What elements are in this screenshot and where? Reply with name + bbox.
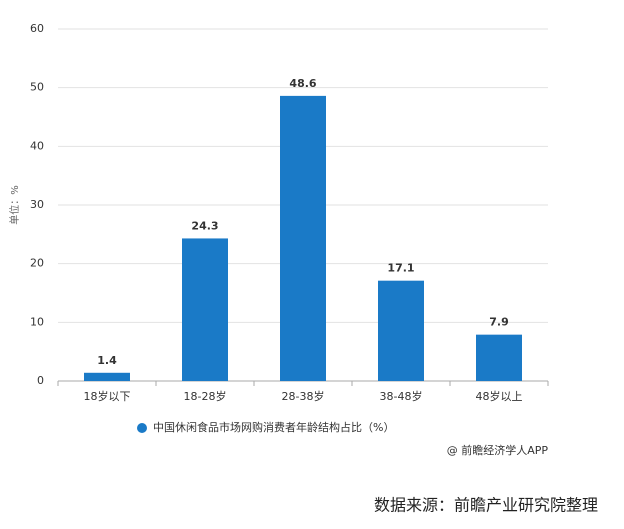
source: 数据来源：前瞻产业研究院整理 [374,496,598,515]
x-tick-label: 18岁以下 [84,389,131,403]
legend-marker [137,423,147,433]
y-axis-label: 单位：% [8,185,21,225]
y-tick-label: 60 [30,22,44,35]
x-tick-label: 38-48岁 [380,389,423,403]
legend-label: 中国休闲食品市场网购消费者年龄结构占比（%） [153,420,394,434]
value-label: 48.6 [289,77,316,90]
x-tick-label: 48岁以上 [476,389,523,403]
y-tick-label: 50 [30,81,44,94]
value-label: 17.1 [387,262,414,275]
value-label: 24.3 [191,219,218,232]
x-tick-label: 28-38岁 [282,389,325,403]
y-tick-label: 30 [30,198,44,211]
x-tick-label: 18-28岁 [184,389,227,403]
y-tick-label: 0 [37,374,44,387]
bar [84,372,130,381]
y-tick-label: 10 [30,315,44,328]
bar [182,238,228,381]
value-label: 1.4 [97,354,117,367]
bar [476,334,522,381]
credit: @ 前瞻经济学人APP [447,443,549,457]
value-label: 7.9 [489,316,509,329]
y-tick-label: 40 [30,139,44,152]
bar [280,95,326,381]
y-tick-label: 20 [30,257,44,270]
bar [378,280,424,381]
